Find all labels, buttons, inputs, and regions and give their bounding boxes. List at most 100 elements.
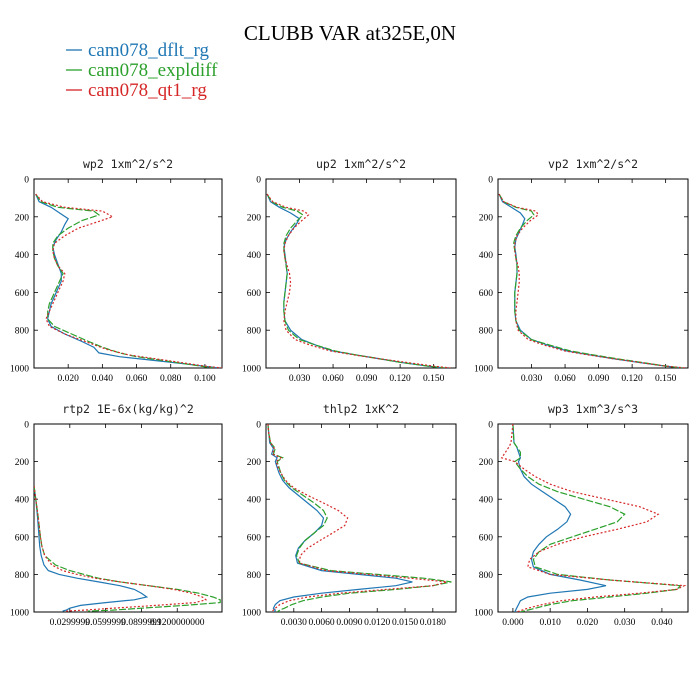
y-tick-label: 800 [479, 327, 494, 337]
x-tick-label: 0.040 [651, 618, 673, 628]
x-tick-label: 0.1200000000 [150, 618, 205, 628]
chart-panel: vp2 1xm^2/s^2 0 200 400 600 800 1000 0.030 0.060… [474, 157, 689, 384]
y-tick-label: 1000 [10, 609, 29, 619]
plot-frame [497, 423, 689, 613]
series-line-3 [267, 424, 447, 612]
x-tick-label: 0.0180 [420, 618, 446, 628]
plot-frame [497, 178, 689, 369]
x-tick-label: 0.0299999 [50, 618, 91, 628]
x-tick-label: 0.150 [423, 374, 445, 384]
y-tick-label: 0 [488, 421, 493, 431]
y-tick-label: 600 [479, 289, 494, 299]
series-line-3 [500, 424, 687, 612]
legend-entry: cam078_dflt_rg [88, 40, 210, 61]
chart-panels: wp2 1xm^2/s^2 0 200 400 600 800 1000 0.020 0.040… [10, 157, 689, 628]
x-tick-label: 0.0599999 [85, 618, 126, 628]
y-tick-label: 200 [247, 213, 262, 223]
panel-title: thlp2 1xK^2 [323, 402, 399, 416]
legend: cam078_dflt_rgcam078_expldiffcam078_qt1_… [66, 40, 218, 101]
x-tick-label: 0.060 [322, 374, 344, 384]
y-tick-label: 0 [488, 176, 493, 186]
chart-panel: rtp2 1E-6x(kg/kg)^2 0 200 400 600 800 1000 0.02… [10, 402, 223, 628]
y-tick-label: 800 [15, 327, 30, 337]
series-line-2 [34, 485, 221, 612]
series-line-2 [35, 193, 214, 368]
series-line-2 [266, 193, 445, 368]
y-tick-label: 200 [247, 458, 262, 468]
plot-frame [33, 423, 223, 613]
x-tick-label: 0.020 [57, 374, 79, 384]
x-tick-label: 0.0030 [281, 618, 307, 628]
series-line-3 [266, 193, 451, 368]
x-tick-label: 0.0899999 [121, 618, 162, 628]
y-tick-label: 0 [24, 421, 29, 431]
series-line-1 [267, 424, 413, 612]
plot-frame [33, 178, 223, 369]
x-tick-label: 0.0150 [392, 618, 418, 628]
y-tick-label: 800 [15, 571, 30, 581]
series-line-2 [498, 193, 683, 368]
panel-title: up2 1xm^2/s^2 [316, 157, 406, 171]
y-tick-label: 800 [479, 571, 494, 581]
y-tick-label: 600 [479, 533, 494, 543]
y-tick-label: 600 [15, 289, 30, 299]
y-tick-label: 200 [15, 458, 30, 468]
series-line-1 [34, 485, 149, 612]
x-tick-label: 0.0060 [309, 618, 335, 628]
y-tick-label: 600 [247, 289, 262, 299]
series-line-1 [512, 424, 607, 612]
x-tick-label: 0.030 [521, 374, 543, 384]
y-tick-label: 800 [247, 327, 262, 337]
series-line-3 [35, 193, 222, 368]
chart-panel: wp3 1xm^3/s^3 0 200 400 600 800 1000 0.000 0.010… [474, 402, 689, 628]
y-tick-label: 0 [256, 421, 261, 431]
legend-entry: cam078_qt1_rg [88, 80, 207, 101]
legend-entry: cam078_expldiff [88, 60, 218, 81]
y-tick-label: 0 [256, 176, 261, 186]
x-tick-label: 0.060 [554, 374, 576, 384]
x-tick-label: 0.080 [160, 374, 182, 384]
y-tick-label: 800 [247, 571, 262, 581]
y-tick-label: 1000 [10, 365, 29, 375]
panel-title: wp2 1xm^2/s^2 [83, 157, 173, 171]
series-line-2 [267, 424, 452, 612]
chart-panel: wp2 1xm^2/s^2 0 200 400 600 800 1000 0.020 0.040… [10, 157, 223, 384]
series-line-1 [498, 193, 683, 368]
panel-title: vp2 1xm^2/s^2 [548, 157, 638, 171]
x-tick-label: 0.030 [289, 374, 311, 384]
panel-title: wp3 1xm^3/s^3 [548, 402, 638, 416]
y-tick-label: 200 [15, 213, 30, 223]
y-tick-label: 400 [479, 251, 494, 261]
y-tick-label: 1000 [242, 365, 261, 375]
panel-title: rtp2 1E-6x(kg/kg)^2 [62, 402, 194, 416]
plot-frame [265, 423, 457, 613]
x-tick-label: 0.0090 [336, 618, 362, 628]
series-line-2 [512, 424, 682, 612]
x-tick-label: 0.120 [389, 374, 411, 384]
series-line-1 [35, 193, 219, 368]
chart-panel: thlp2 1xK^2 0 200 400 600 800 1000 0.0030 0.0060… [242, 402, 457, 628]
y-tick-label: 400 [247, 251, 262, 261]
x-tick-label: 0.090 [356, 374, 378, 384]
x-tick-label: 0.150 [655, 374, 677, 384]
y-tick-label: 1000 [242, 609, 261, 619]
y-tick-label: 600 [247, 533, 262, 543]
y-tick-label: 600 [15, 533, 30, 543]
chart-panel: up2 1xm^2/s^2 0 200 400 600 800 1000 0.030 0.060… [242, 157, 457, 384]
x-tick-label: 0.090 [588, 374, 610, 384]
y-tick-label: 1000 [474, 609, 493, 619]
x-tick-label: 0.0120 [364, 618, 390, 628]
series-line-3 [498, 193, 686, 368]
figure-title: CLUBB VAR at325E,0N [244, 21, 456, 45]
y-tick-label: 1000 [474, 365, 493, 375]
x-tick-label: 0.000 [502, 618, 524, 628]
series-line-1 [266, 193, 445, 368]
x-tick-label: 0.040 [92, 374, 114, 384]
x-tick-label: 0.120 [621, 374, 643, 384]
y-tick-label: 200 [479, 213, 494, 223]
y-tick-label: 0 [24, 176, 29, 186]
x-tick-label: 0.020 [577, 618, 599, 628]
x-tick-label: 0.010 [539, 618, 561, 628]
x-tick-label: 0.030 [614, 618, 636, 628]
